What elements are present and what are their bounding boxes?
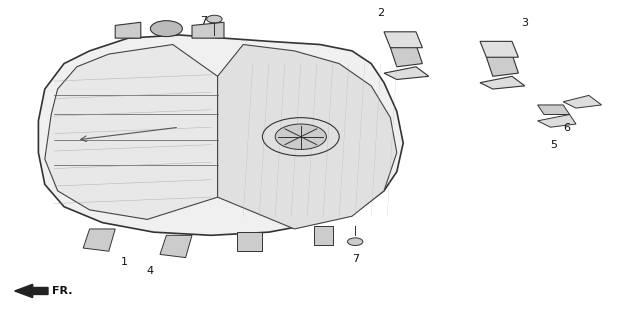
Polygon shape bbox=[45, 45, 218, 219]
Polygon shape bbox=[160, 235, 192, 258]
Text: 6: 6 bbox=[563, 123, 570, 133]
Text: 3: 3 bbox=[522, 18, 528, 28]
Text: 7: 7 bbox=[200, 16, 207, 26]
Text: 4: 4 bbox=[147, 266, 154, 276]
Polygon shape bbox=[390, 45, 422, 67]
Polygon shape bbox=[218, 45, 397, 229]
Polygon shape bbox=[486, 54, 518, 76]
Circle shape bbox=[207, 15, 222, 23]
Polygon shape bbox=[384, 67, 429, 80]
Polygon shape bbox=[384, 32, 422, 48]
FancyArrow shape bbox=[15, 284, 48, 298]
Polygon shape bbox=[38, 35, 403, 235]
Text: FR.: FR. bbox=[52, 286, 73, 296]
Polygon shape bbox=[480, 41, 518, 57]
Text: 5: 5 bbox=[550, 140, 557, 150]
Text: 2: 2 bbox=[377, 8, 385, 18]
Circle shape bbox=[275, 124, 326, 149]
Text: 1: 1 bbox=[122, 257, 128, 267]
Polygon shape bbox=[237, 232, 262, 251]
Circle shape bbox=[150, 21, 182, 37]
Polygon shape bbox=[115, 22, 141, 38]
Polygon shape bbox=[538, 105, 570, 114]
Polygon shape bbox=[83, 229, 115, 251]
Polygon shape bbox=[538, 114, 576, 127]
Polygon shape bbox=[192, 22, 224, 38]
Polygon shape bbox=[314, 226, 333, 245]
Polygon shape bbox=[563, 95, 602, 108]
Circle shape bbox=[348, 238, 363, 245]
Polygon shape bbox=[480, 76, 525, 89]
Text: 7: 7 bbox=[351, 254, 359, 264]
